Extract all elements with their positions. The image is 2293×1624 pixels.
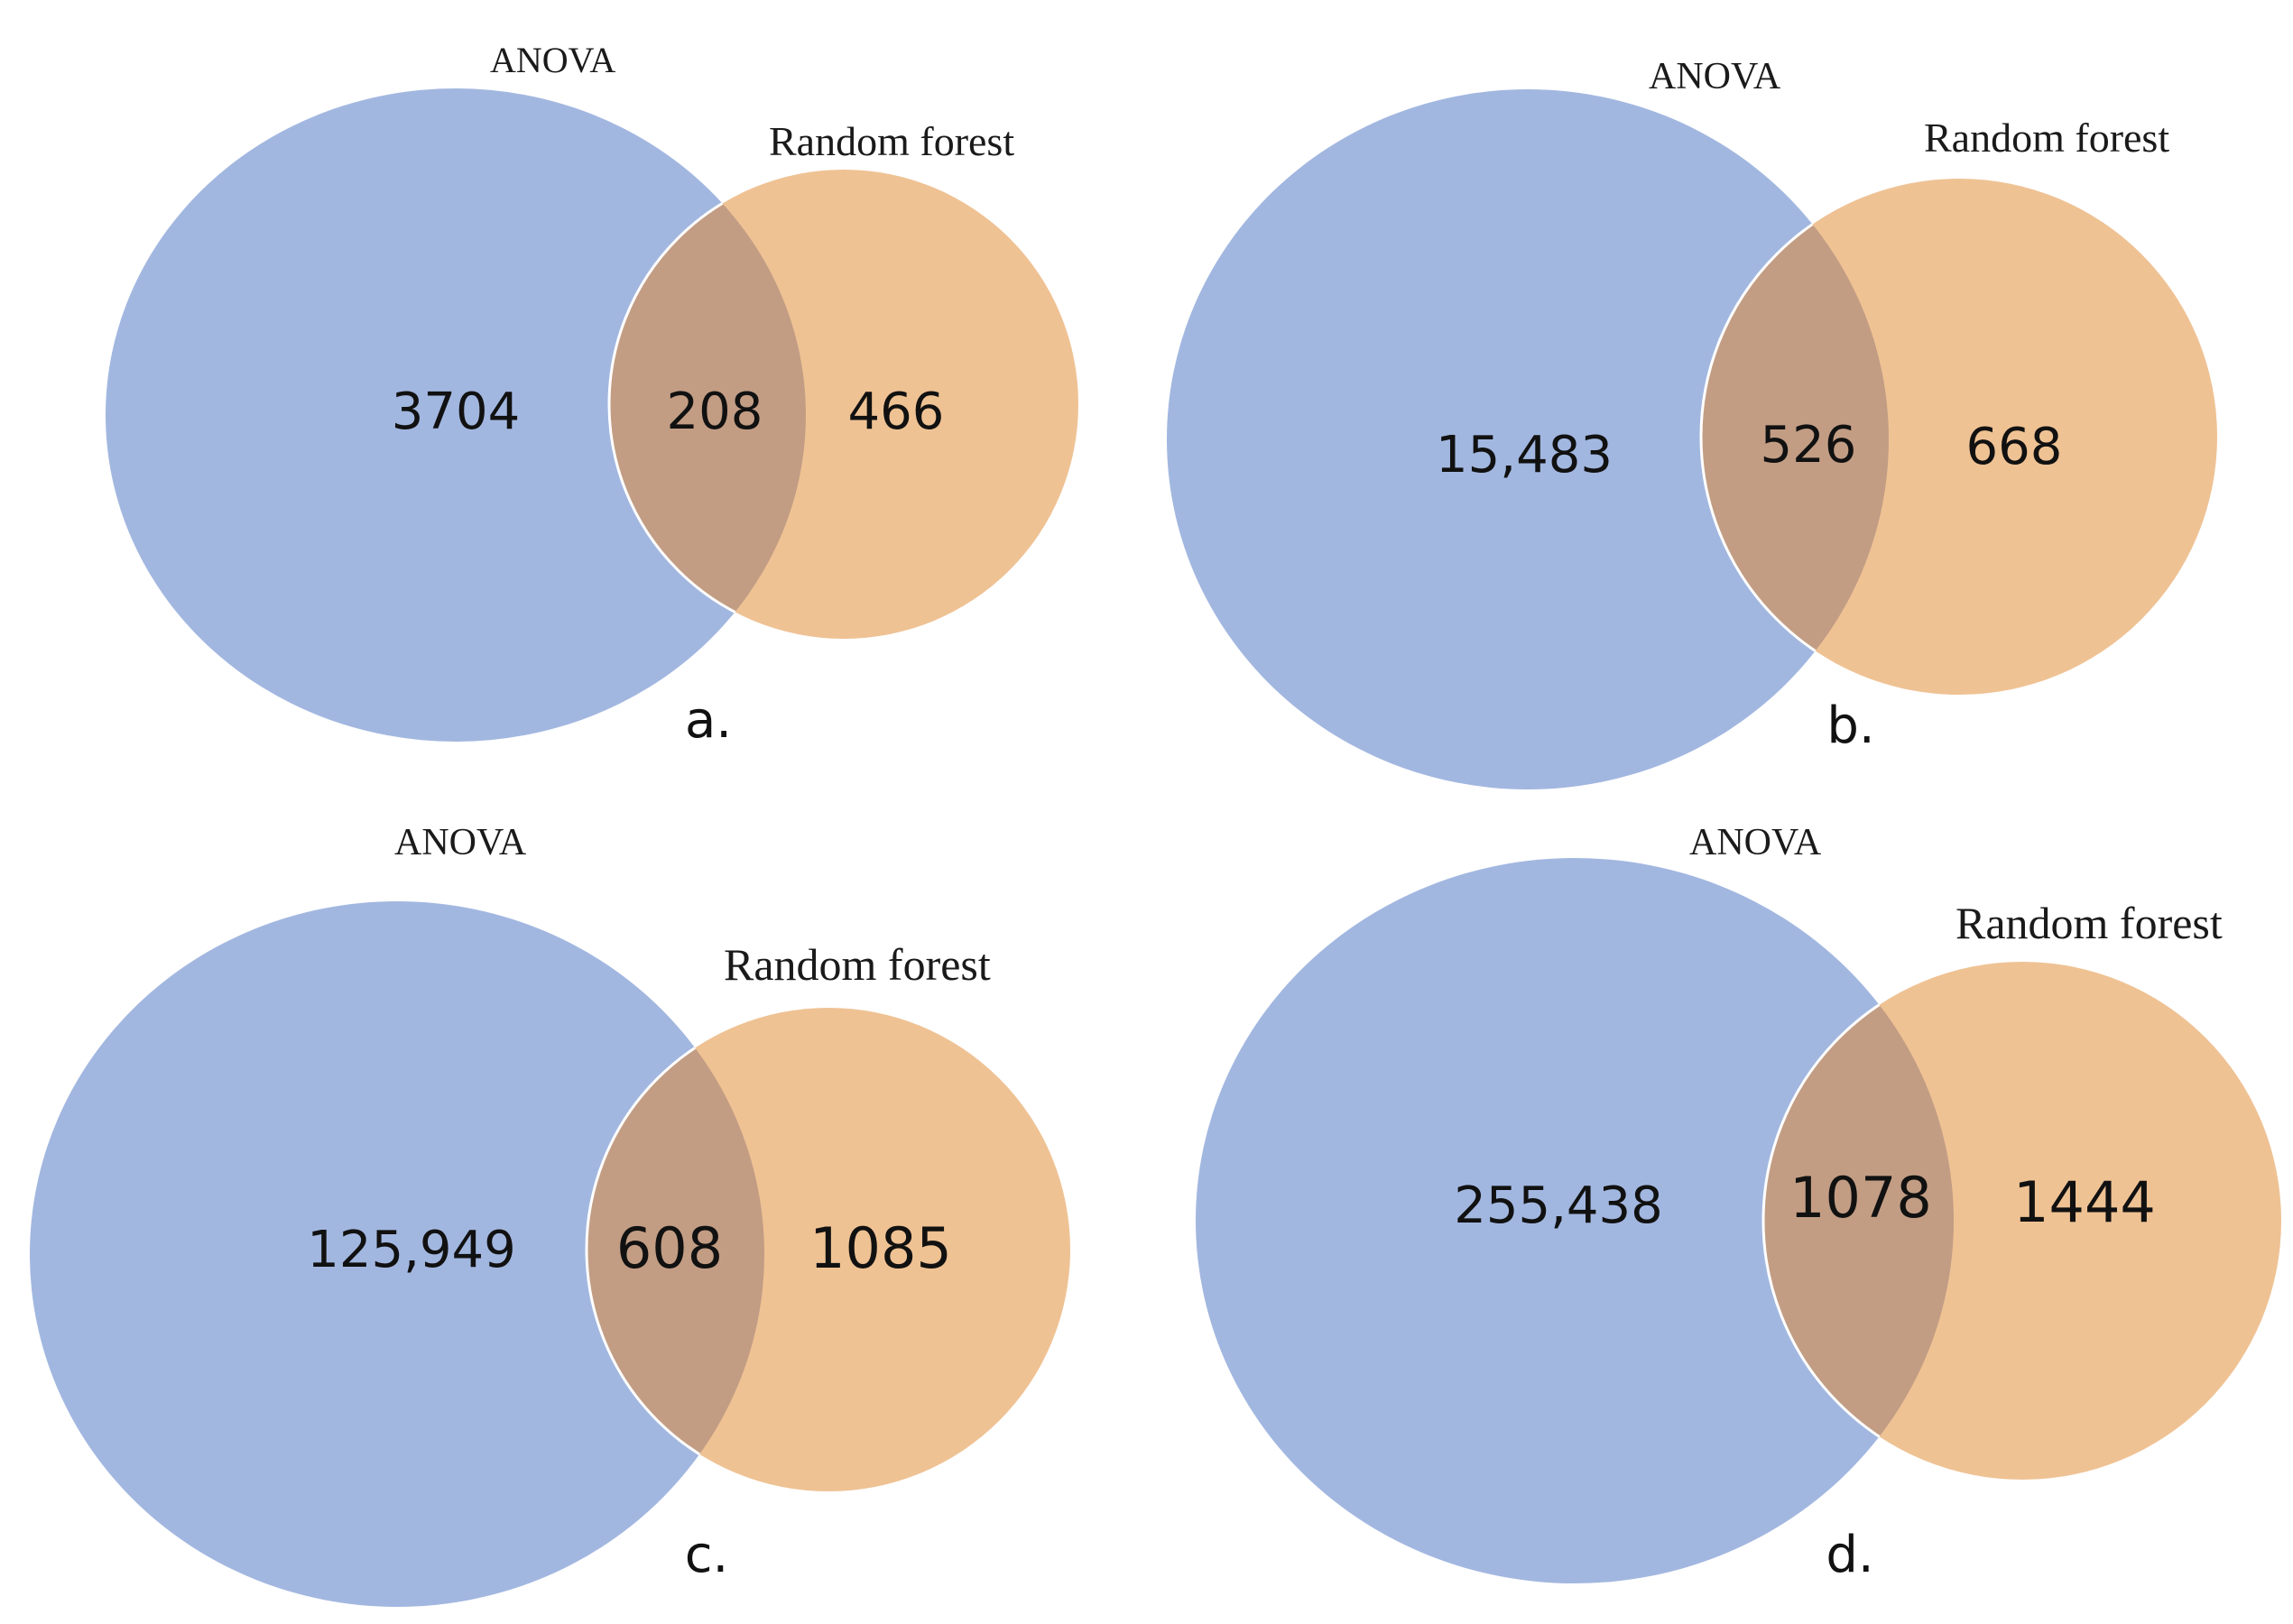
panel-letter: c. <box>685 1526 729 1584</box>
overlap-count: 608 <box>616 1215 723 1281</box>
overlap-edge <box>585 1006 764 1493</box>
random-forest-only-count: 1085 <box>809 1215 952 1281</box>
random-forest-label: Random forest <box>724 939 991 990</box>
random-forest-only-count: 466 <box>848 383 945 441</box>
anova-label: ANOVA <box>394 822 527 863</box>
panel-letter: b. <box>1826 697 1874 755</box>
overlap-count: 1078 <box>1789 1165 1932 1231</box>
anova-circle <box>106 88 806 742</box>
overlap-edge <box>607 168 806 641</box>
overlap-count: 526 <box>1761 416 1857 475</box>
random-forest-only-count: 668 <box>1966 418 2063 476</box>
overlap-region <box>609 170 806 639</box>
random-forest-label: Random forest <box>1924 115 2169 161</box>
anova-only-count: 255,438 <box>1454 1176 1663 1235</box>
venn-panel-d: ANOVA Random forest 255,438 1078 1444 d. <box>1196 822 2281 1584</box>
anova-only-count: 125,949 <box>307 1221 516 1279</box>
anova-circle <box>1196 858 1954 1583</box>
random-forest-only-count: 1444 <box>2013 1169 2156 1235</box>
anova-circle <box>30 901 764 1607</box>
panel-letter: d. <box>1826 1526 1873 1584</box>
overlap-edge <box>1761 960 1954 1481</box>
overlap-region <box>1763 962 1954 1480</box>
anova-circle <box>1167 89 1889 789</box>
overlap-region <box>1701 179 1889 695</box>
anova-label: ANOVA <box>1689 822 1822 863</box>
venn-panel-c: ANOVA Random forest 125,949 608 1085 c. <box>30 822 1070 1607</box>
anova-label: ANOVA <box>490 40 615 80</box>
overlap-edge <box>1699 177 1889 697</box>
overlap-count: 208 <box>667 383 763 441</box>
venn-panel-b: ANOVA Random forest 15,483 526 668 b. <box>1167 56 2217 789</box>
random-forest-label: Random forest <box>1956 898 2223 948</box>
anova-label: ANOVA <box>1649 56 1781 97</box>
anova-only-count: 3704 <box>392 383 521 441</box>
anova-only-count: 15,483 <box>1436 426 1613 484</box>
venn-panel-a: ANOVA Random forest 3704 208 466 a. <box>106 40 1078 750</box>
panel-letter: a. <box>685 691 732 750</box>
random-forest-label: Random forest <box>769 118 1014 164</box>
overlap-region <box>587 1008 764 1491</box>
